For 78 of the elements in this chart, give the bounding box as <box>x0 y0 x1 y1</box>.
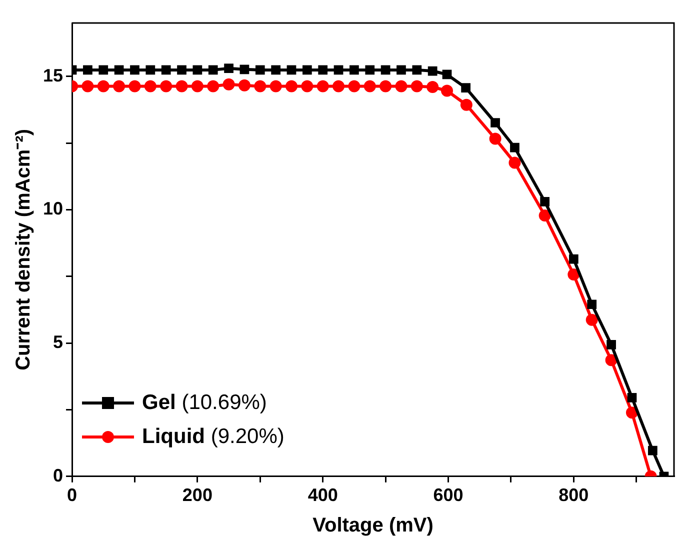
point <box>82 80 94 92</box>
point <box>285 80 298 92</box>
point <box>348 80 360 92</box>
point <box>222 78 235 90</box>
point <box>627 393 637 402</box>
point <box>568 254 578 264</box>
x-tick-label: 800 <box>558 485 589 506</box>
point <box>364 80 376 92</box>
point <box>286 65 296 75</box>
point <box>587 300 597 310</box>
x-axis-title: Voltage (mV) <box>312 514 434 537</box>
point <box>412 65 422 75</box>
legend-label: Liquid (9.20%) <box>142 425 284 450</box>
point <box>540 197 550 206</box>
x-tick-label: 0 <box>67 485 78 506</box>
y-tick-label: 0 <box>53 465 64 486</box>
point <box>648 446 658 456</box>
point <box>255 65 265 75</box>
point <box>207 80 220 92</box>
point <box>270 80 282 92</box>
x-tick-label: 600 <box>433 485 464 506</box>
point <box>302 65 312 75</box>
point <box>98 65 108 75</box>
point <box>97 80 110 92</box>
x-tick-label: 400 <box>308 485 338 506</box>
point <box>626 406 638 419</box>
point <box>130 65 140 75</box>
point <box>238 79 250 92</box>
legend-label: Gel (10.69%) <box>142 391 267 416</box>
point <box>365 65 375 75</box>
y-tick-label: 5 <box>53 332 64 352</box>
point <box>442 70 452 80</box>
point <box>538 210 551 222</box>
point <box>441 84 454 97</box>
point <box>428 66 438 76</box>
point <box>508 156 521 169</box>
point <box>605 354 618 366</box>
point <box>489 132 502 145</box>
point <box>146 65 156 75</box>
point <box>254 80 266 92</box>
point <box>301 80 314 92</box>
y-tick-label: 10 <box>42 198 64 219</box>
point <box>586 314 598 326</box>
point <box>568 268 580 281</box>
point <box>271 65 280 75</box>
y-tick-label: 15 <box>42 65 64 86</box>
point <box>177 65 186 75</box>
point <box>128 80 141 92</box>
point <box>192 65 202 75</box>
point <box>460 98 472 111</box>
point <box>240 64 250 74</box>
point <box>510 142 520 152</box>
point <box>410 80 423 92</box>
point <box>224 64 234 74</box>
y-axis-title: Current density (mAcm⁻²) <box>12 128 35 370</box>
point <box>161 65 171 75</box>
point <box>332 80 345 92</box>
point <box>426 81 439 94</box>
point <box>395 80 408 92</box>
point <box>316 80 329 92</box>
point <box>114 65 124 75</box>
point <box>208 65 218 75</box>
point <box>113 80 126 92</box>
x-tick-label: 200 <box>182 485 212 506</box>
point <box>606 340 616 350</box>
point <box>380 65 390 75</box>
point <box>380 80 392 92</box>
point <box>334 65 344 75</box>
point <box>318 65 328 75</box>
point <box>176 80 188 92</box>
point <box>191 80 204 92</box>
point <box>396 65 406 75</box>
point <box>144 80 156 92</box>
point <box>490 118 500 128</box>
point <box>350 65 359 75</box>
point <box>83 65 92 75</box>
point <box>160 80 172 92</box>
point <box>461 83 470 92</box>
